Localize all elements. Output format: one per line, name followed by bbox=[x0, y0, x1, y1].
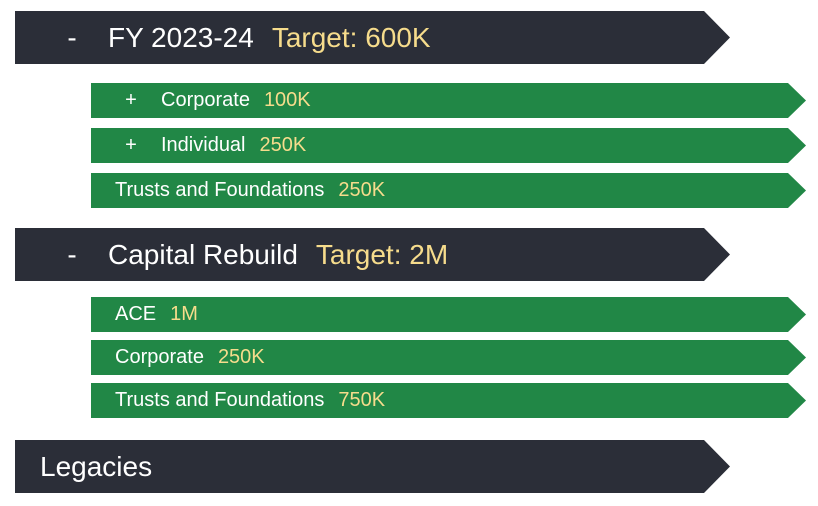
section-header-capital-rebuild[interactable]: - Capital Rebuild Target: 2M bbox=[15, 228, 730, 281]
item-amount: 250K bbox=[217, 346, 265, 368]
section-header-legacies[interactable]: Legacies bbox=[15, 440, 730, 493]
expand-toggle[interactable]: + bbox=[125, 134, 137, 156]
section-title: FY 2023-24 bbox=[108, 21, 254, 53]
item-label: Individual bbox=[161, 134, 246, 156]
item-ace[interactable]: ACE 1M bbox=[91, 297, 806, 332]
item-corporate[interactable]: + Corporate 100K bbox=[91, 83, 806, 118]
section-target: Target: 2M bbox=[315, 238, 449, 270]
item-corporate[interactable]: Corporate 250K bbox=[91, 340, 806, 375]
section-target: Target: 600K bbox=[271, 21, 431, 53]
item-trusts-and-foundations[interactable]: Trusts and Foundations 250K bbox=[91, 173, 806, 208]
item-individual[interactable]: + Individual 250K bbox=[91, 128, 806, 163]
item-amount: 750K bbox=[338, 389, 386, 411]
item-label: Corporate bbox=[161, 89, 250, 111]
collapse-toggle[interactable]: - bbox=[67, 21, 77, 53]
item-label: Trusts and Foundations bbox=[115, 179, 325, 201]
section-title: Legacies bbox=[40, 450, 153, 482]
item-amount: 250K bbox=[259, 134, 307, 156]
section-header-fy-2023-24[interactable]: - FY 2023-24 Target: 600K bbox=[15, 11, 730, 64]
item-label: ACE bbox=[115, 303, 157, 325]
item-label: Trusts and Foundations bbox=[115, 389, 325, 411]
section-title: Capital Rebuild bbox=[108, 238, 298, 270]
item-amount: 100K bbox=[263, 89, 311, 111]
expand-toggle[interactable]: + bbox=[125, 89, 137, 111]
item-label: Corporate bbox=[115, 346, 204, 368]
item-amount: 1M bbox=[170, 303, 198, 325]
item-trusts-and-foundations[interactable]: Trusts and Foundations 750K bbox=[91, 383, 806, 418]
item-amount: 250K bbox=[338, 179, 386, 201]
collapse-toggle[interactable]: - bbox=[67, 238, 77, 270]
